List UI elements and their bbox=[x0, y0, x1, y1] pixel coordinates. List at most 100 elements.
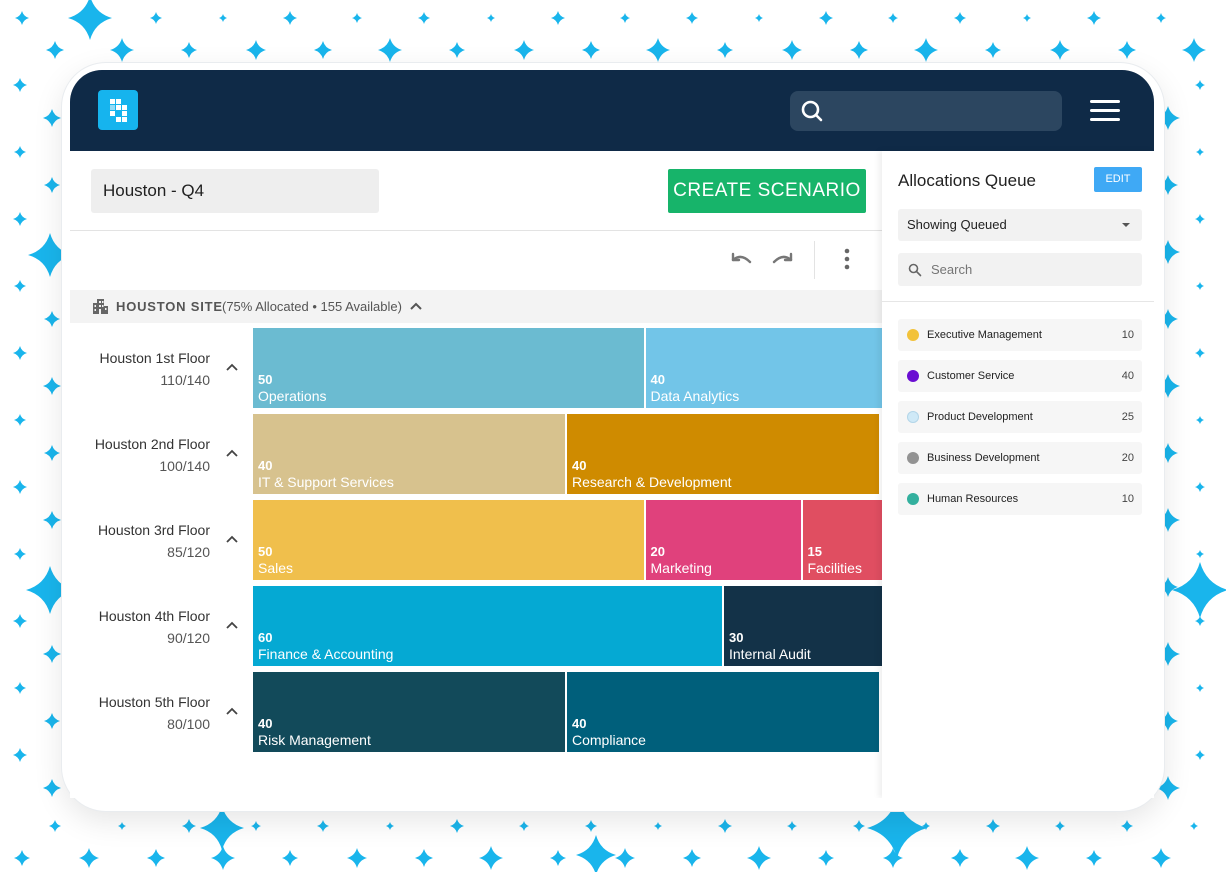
sparkle-shape bbox=[211, 846, 235, 870]
sparkle-shape bbox=[1055, 821, 1065, 831]
sparkle-shape bbox=[283, 11, 297, 25]
sparkle-shape bbox=[1196, 148, 1204, 156]
allocation-count: 15 bbox=[807, 544, 822, 559]
chevron-up-icon[interactable] bbox=[226, 362, 238, 372]
allocation-count: 50 bbox=[258, 372, 273, 387]
sparkle-shape bbox=[1190, 822, 1198, 830]
sparkle-shape bbox=[582, 41, 600, 59]
sparkle-shape bbox=[747, 846, 771, 870]
allocation-block[interactable]: 50 Operations bbox=[253, 328, 644, 408]
sparkle-shape bbox=[514, 40, 534, 60]
queue-item-label: Business Development bbox=[927, 452, 1040, 464]
sparkle-shape bbox=[819, 11, 833, 25]
sparkle-shape bbox=[44, 311, 60, 327]
redo-icon[interactable] bbox=[770, 247, 796, 273]
sparkle-shape bbox=[347, 848, 367, 868]
allocation-block[interactable]: 40 Research & Development bbox=[567, 414, 879, 494]
allocation-department: Risk Management bbox=[258, 732, 371, 748]
sparkle-shape bbox=[1121, 820, 1133, 832]
sparkle-shape bbox=[818, 850, 834, 866]
sparkle-shape bbox=[1196, 282, 1204, 290]
logo-icon[interactable] bbox=[98, 90, 138, 130]
sparkle-shape bbox=[954, 12, 966, 24]
queue-search-input[interactable] bbox=[898, 253, 1142, 286]
sparkle-shape bbox=[150, 12, 162, 24]
scenario-name-field[interactable]: Houston - Q4 bbox=[91, 169, 379, 213]
queue-divider bbox=[882, 301, 1154, 302]
chevron-up-icon[interactable] bbox=[226, 448, 238, 458]
sparkle-shape bbox=[985, 42, 1001, 58]
floor-row: Houston 3rd Floor 85/120 50 Sales 20 Marketin… bbox=[70, 500, 882, 580]
sparkle-shape bbox=[951, 849, 969, 867]
allocation-block[interactable]: 40 Risk Management bbox=[253, 672, 565, 752]
sparkle-shape bbox=[118, 822, 126, 830]
sparkle-shape bbox=[13, 346, 27, 360]
menu-icon[interactable] bbox=[1090, 100, 1120, 122]
floor-capacity: 85/120 bbox=[167, 544, 210, 560]
sparkle-shape bbox=[850, 41, 868, 59]
allocation-block[interactable]: 50 Sales bbox=[253, 500, 644, 580]
undo-icon[interactable] bbox=[728, 247, 754, 273]
allocation-block[interactable]: 20 Marketing bbox=[645, 500, 801, 580]
allocation-department: Compliance bbox=[572, 732, 646, 748]
sparkle-shape bbox=[550, 850, 566, 866]
queue-item[interactable]: Product Development 25 bbox=[898, 401, 1142, 433]
queue-item[interactable]: Executive Management 10 bbox=[898, 319, 1142, 351]
sparkle-shape bbox=[415, 849, 433, 867]
chevron-up-icon[interactable] bbox=[226, 534, 238, 544]
floor-capacity: 90/120 bbox=[167, 630, 210, 646]
building-icon bbox=[93, 299, 108, 314]
allocation-block[interactable]: 40 Data Analytics bbox=[645, 328, 882, 408]
site-allocation-stats: (75% Allocated • 155 Available) bbox=[222, 299, 402, 314]
allocation-count: 40 bbox=[650, 372, 665, 387]
chevron-up-icon[interactable] bbox=[226, 706, 238, 716]
queue-item[interactable]: Human Resources 10 bbox=[898, 483, 1142, 515]
sparkle-shape bbox=[755, 14, 763, 22]
app-screen: Houston - Q4 CREATE SCENARIO bbox=[70, 70, 1154, 798]
queue-item[interactable]: Business Development 20 bbox=[898, 442, 1142, 474]
allocation-block[interactable]: 40 Compliance bbox=[567, 672, 879, 752]
sparkle-shape bbox=[585, 820, 597, 832]
sparkle-shape bbox=[1023, 14, 1031, 22]
global-search-input[interactable] bbox=[790, 91, 1062, 131]
sparkle-shape bbox=[1156, 13, 1166, 23]
sparkle-shape bbox=[787, 821, 797, 831]
sparkle-shape bbox=[867, 798, 927, 858]
chevron-up-icon[interactable] bbox=[226, 620, 238, 630]
site-name: HOUSTON SITE bbox=[116, 299, 223, 314]
sparkle-shape bbox=[1156, 508, 1180, 532]
create-scenario-button[interactable]: CREATE SCENARIO bbox=[668, 169, 866, 213]
sparkle-shape bbox=[1158, 711, 1178, 731]
more-vert-icon[interactable] bbox=[840, 247, 854, 273]
sparkle-shape bbox=[1151, 848, 1171, 868]
sparkle-shape bbox=[1087, 11, 1101, 25]
sparkle-shape bbox=[46, 41, 64, 59]
site-header[interactable]: HOUSTON SITE (75% Allocated • 155 Availa… bbox=[70, 290, 882, 323]
sparkle-shape bbox=[386, 822, 394, 830]
chevron-up-icon[interactable] bbox=[410, 301, 422, 311]
sparkle-shape bbox=[986, 819, 1000, 833]
edit-button[interactable]: EDIT bbox=[1094, 167, 1142, 192]
allocation-department: Marketing bbox=[650, 560, 712, 576]
sparkle-shape bbox=[1158, 443, 1178, 463]
sparkle-shape bbox=[68, 0, 112, 40]
sparkle-shape bbox=[13, 480, 27, 494]
search-icon bbox=[801, 100, 823, 122]
allocation-block[interactable]: 60 Finance & Accounting bbox=[253, 586, 722, 666]
allocation-count: 40 bbox=[258, 458, 273, 473]
allocation-count: 40 bbox=[572, 716, 587, 731]
sparkle-shape bbox=[782, 40, 802, 60]
sparkle-shape bbox=[14, 682, 26, 694]
queue-filter-select[interactable]: Showing Queued bbox=[898, 209, 1142, 241]
sparkle-shape bbox=[1196, 550, 1204, 558]
allocation-block[interactable]: 15 Facilities bbox=[802, 500, 882, 580]
allocation-block[interactable]: 40 IT & Support Services bbox=[253, 414, 565, 494]
allocation-block[interactable]: 30 Internal Audit bbox=[724, 586, 882, 666]
queue-item[interactable]: Customer Service 40 bbox=[898, 360, 1142, 392]
queue-filter-value: Showing Queued bbox=[907, 217, 1007, 232]
sparkle-shape bbox=[26, 566, 74, 614]
sparkle-shape bbox=[686, 12, 698, 24]
department-color-dot bbox=[907, 370, 919, 382]
floor-row: Houston 1st Floor 110/140 50 Operations 40 Da… bbox=[70, 328, 882, 408]
